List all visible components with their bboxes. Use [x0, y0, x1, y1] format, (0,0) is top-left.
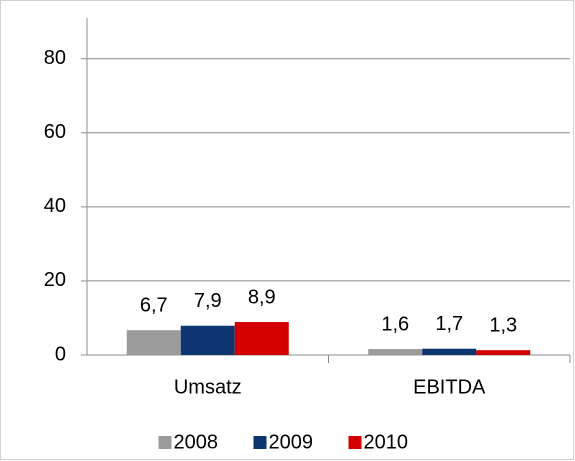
- legend-swatch: [348, 436, 362, 449]
- legend-label: 2009: [269, 431, 314, 453]
- legend-label: 2010: [364, 431, 409, 453]
- y-tick-label: 20: [44, 269, 66, 291]
- y-tick-label: 0: [55, 343, 66, 365]
- x-tick-label: Umsatz: [174, 376, 242, 398]
- y-tick-label: 60: [44, 121, 66, 143]
- bar: [234, 322, 289, 355]
- value-label: 1,3: [489, 314, 517, 336]
- value-label: 6,7: [140, 294, 168, 316]
- legend-swatch: [158, 436, 172, 449]
- bar: [126, 330, 181, 355]
- bar: [368, 349, 423, 355]
- bar: [180, 325, 235, 355]
- value-label: 1,6: [381, 313, 409, 335]
- value-label: 7,9: [194, 290, 222, 312]
- value-label: 1,7: [435, 313, 463, 335]
- y-tick-label: 80: [44, 47, 66, 69]
- x-tick-label: EBITDA: [413, 376, 486, 398]
- value-label: 8,9: [248, 286, 276, 308]
- y-tick-label: 40: [44, 195, 66, 217]
- legend-swatch: [253, 436, 267, 449]
- legend-label: 2008: [174, 431, 219, 453]
- bar: [422, 348, 477, 355]
- bar: [476, 350, 531, 355]
